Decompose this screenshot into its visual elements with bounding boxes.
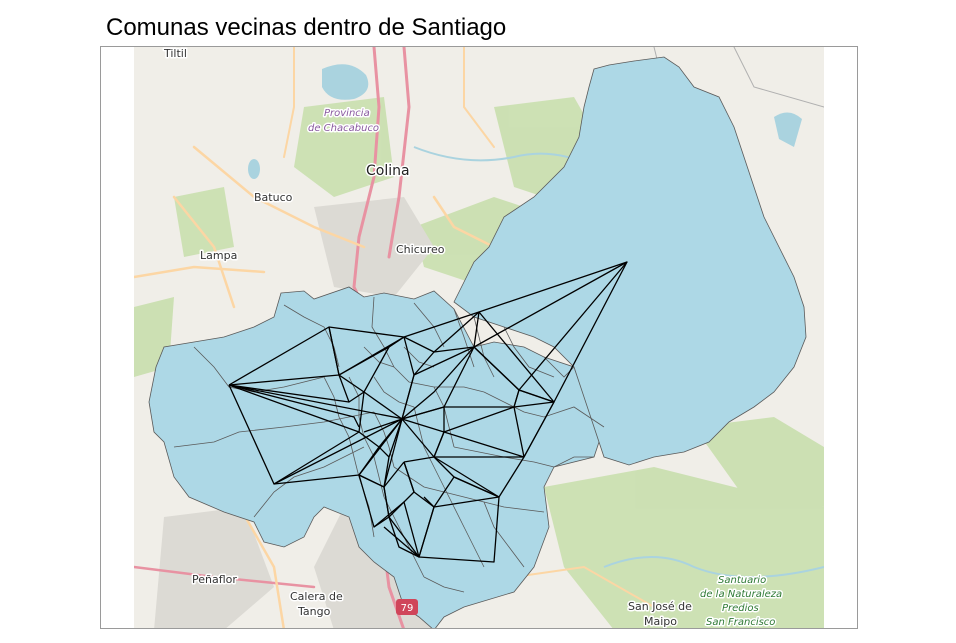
label-tiltil: Tiltil [163, 47, 187, 60]
label-sanjose-line2: Maipo [644, 615, 677, 628]
map-labels: Tiltil Provincia de Chacabuco Colina Bat… [162, 47, 784, 628]
label-santuario-line3: Predios [722, 603, 759, 614]
label-lampa: Lampa [200, 249, 237, 262]
route-79-shield [396, 599, 418, 615]
map-frame: Tiltil Provincia de Chacabuco Colina Bat… [100, 46, 858, 629]
label-chicureo: Chicureo [396, 243, 445, 256]
label-santuario-line4: San Francisco [706, 617, 775, 628]
label-provincia-line1: Provincia [324, 108, 370, 119]
label-calera-line1: Calera de [290, 590, 343, 603]
comuna-region-west[interactable] [148, 286, 605, 629]
label-santuario-line1: Santuario [718, 575, 766, 586]
water-bodies [248, 64, 802, 179]
label-route-79: 79 [401, 603, 414, 614]
label-colina: Colina [366, 163, 410, 179]
label-provincia-line2: de Chacabuco [308, 123, 379, 134]
map-canvas[interactable]: Tiltil Provincia de Chacabuco Colina Bat… [134, 47, 824, 629]
comuna-region-northeast[interactable] [453, 56, 807, 466]
label-santuario-line2: de la Naturaleza [700, 589, 782, 600]
label-sanjose-line1: San José de [628, 600, 692, 613]
label-calera-line2: Tango [297, 605, 331, 618]
label-penaflor: Peñaflor [192, 573, 237, 586]
comuna-borders [173, 296, 605, 593]
map-title: Comunas vecinas dentro de Santiago [106, 14, 507, 41]
label-batuco: Batuco [254, 191, 293, 204]
adjacency-graph-edges [228, 261, 628, 563]
